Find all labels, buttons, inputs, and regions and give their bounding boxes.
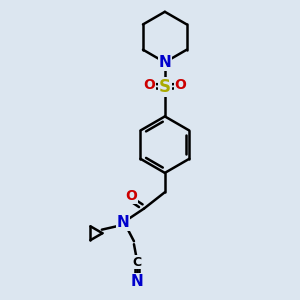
Text: N: N <box>116 215 129 230</box>
Text: S: S <box>159 78 171 96</box>
Text: C: C <box>132 256 142 268</box>
Text: N: N <box>130 274 143 289</box>
Text: O: O <box>126 189 137 203</box>
Text: N: N <box>158 55 171 70</box>
Text: O: O <box>174 78 186 92</box>
Text: O: O <box>143 78 155 92</box>
